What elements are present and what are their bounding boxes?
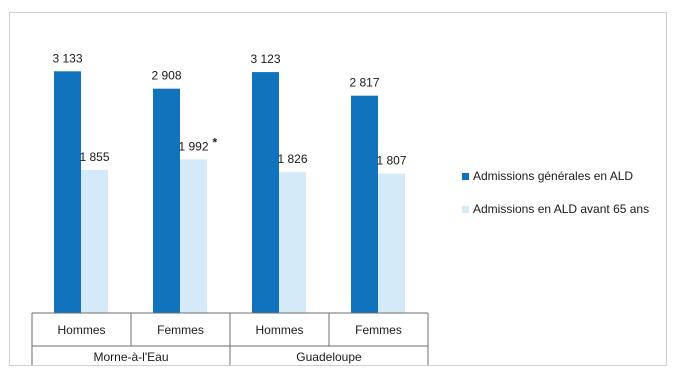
value-label: 1 826 <box>277 152 307 166</box>
category-label: Femmes <box>355 323 402 337</box>
bar-avant-65-2 <box>279 172 306 313</box>
bar-general-2 <box>252 72 279 313</box>
bar-avant-65-3 <box>378 173 405 313</box>
value-labels-layer: 3 133 1 855 2 908 1 992 * 3 123 1 826 2 817 1 80… <box>52 51 406 167</box>
category-axis: Hommes Femmes Hommes Femmes Morne-à-l'Eau Gua… <box>31 312 429 365</box>
bar-general-1 <box>153 88 180 313</box>
category-label: Hommes <box>57 323 105 337</box>
chart-frame <box>9 12 667 366</box>
legend-swatch <box>462 206 469 213</box>
group-label: Morne-à-l'Eau <box>94 350 169 364</box>
bar-general-0 <box>54 71 81 313</box>
value-label: 1 807 <box>376 154 406 168</box>
bar-avant-65-1 <box>180 159 207 313</box>
value-label: 1 855 <box>79 150 109 164</box>
value-label: 1 992 <box>178 139 208 153</box>
group-label: Guadeloupe <box>296 350 362 364</box>
value-label: 2 817 <box>349 76 379 90</box>
legend: Admissions générales en ALD Admissions en… <box>462 169 649 216</box>
value-label: 3 133 <box>52 51 82 65</box>
value-label: 2 908 <box>151 69 181 83</box>
category-label: Femmes <box>157 323 204 337</box>
bar-general-3 <box>351 95 378 313</box>
bars-layer <box>54 71 405 313</box>
legend-label: Admissions générales en ALD <box>473 169 633 183</box>
legend-label: Admissions en ALD avant 65 ans <box>473 202 649 216</box>
category-label: Hommes <box>255 323 303 337</box>
legend-swatch <box>462 173 469 180</box>
bar-avant-65-0 <box>81 169 108 313</box>
value-label: 3 123 <box>250 52 280 66</box>
significance-mark: * <box>213 135 218 149</box>
